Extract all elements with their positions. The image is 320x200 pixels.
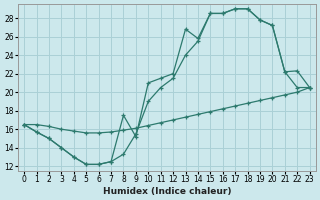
X-axis label: Humidex (Indice chaleur): Humidex (Indice chaleur) xyxy=(103,187,231,196)
